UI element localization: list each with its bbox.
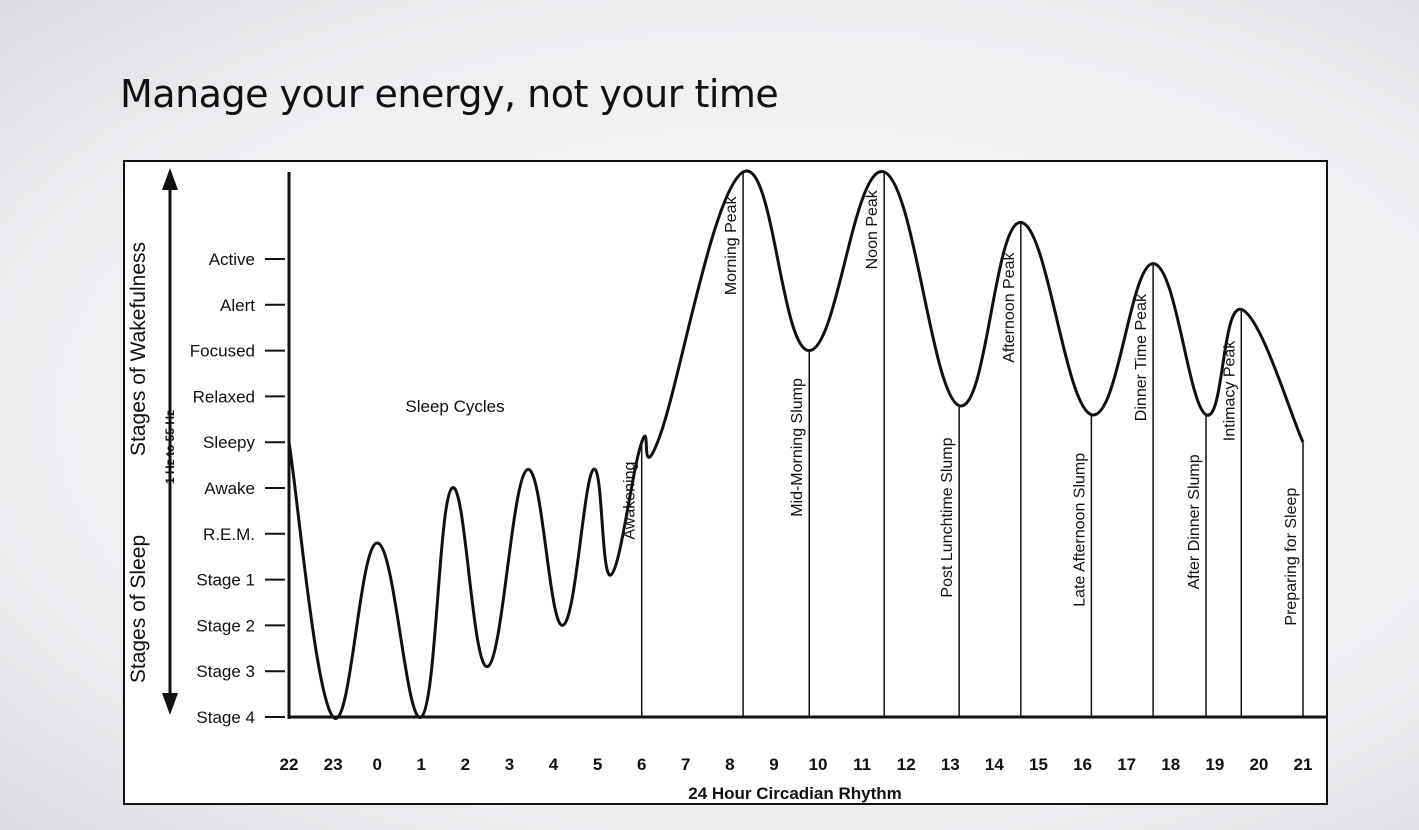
x-tick-label: 19 xyxy=(1205,755,1224,774)
annotation-label: Afternoon Peak xyxy=(1001,251,1018,362)
x-tick-label: 11 xyxy=(853,755,871,774)
x-tick-label: 14 xyxy=(985,755,1004,774)
x-tick-label: 8 xyxy=(725,755,734,774)
y-group-label-sleep: Stages of Sleep xyxy=(127,535,150,683)
slide-title: Manage your energy, not your time xyxy=(120,72,779,116)
sleep-cycles-label: Sleep Cycles xyxy=(405,397,504,416)
x-tick-label: 10 xyxy=(809,755,828,774)
x-tick-label: 23 xyxy=(324,755,343,774)
annotation-label: After Dinner Slump xyxy=(1186,454,1203,589)
x-tick-label: 7 xyxy=(681,755,690,774)
annotation-label: Mid-Morning Slump xyxy=(789,378,806,517)
x-axis-label: 24 Hour Circadian Rhythm xyxy=(688,784,902,803)
y-group-label-wakefulness: Stages of Wakefulness xyxy=(127,242,150,456)
y-tick-label: R.E.M. xyxy=(203,525,255,544)
x-tick-label: 15 xyxy=(1029,755,1048,774)
y-range-arrow-up xyxy=(162,168,178,190)
annotation-label: Awakening xyxy=(622,462,639,540)
x-tick-label: 16 xyxy=(1073,755,1092,774)
y-tick-label: Stage 2 xyxy=(196,616,255,635)
annotation-label: Intimacy Peak xyxy=(1221,340,1238,441)
x-tick-label: 5 xyxy=(593,755,602,774)
x-tick-label: 3 xyxy=(505,755,514,774)
x-tick-label: 18 xyxy=(1161,755,1180,774)
x-tick-label: 17 xyxy=(1117,755,1136,774)
y-tick-label: Stage 3 xyxy=(196,662,255,681)
x-tick-label: 13 xyxy=(941,755,960,774)
y-tick-label: Stage 1 xyxy=(196,571,255,590)
annotation-label: Noon Peak xyxy=(864,189,881,269)
annotation-label: Post Lunchtime Slump xyxy=(939,437,956,597)
x-tick-label: 9 xyxy=(769,755,778,774)
annotation-label: Late Afternoon Slump xyxy=(1071,453,1088,607)
annotation-label: Morning Peak xyxy=(723,195,740,295)
x-tick-label: 22 xyxy=(280,755,299,774)
y-tick-label: Awake xyxy=(204,479,255,498)
x-tick-label: 2 xyxy=(461,755,470,774)
y-tick-label: Active xyxy=(209,250,255,269)
x-tick-label: 21 xyxy=(1294,755,1313,774)
x-tick-label: 4 xyxy=(549,755,559,774)
energy-curve-line xyxy=(287,169,1305,720)
y-tick-label: Alert xyxy=(220,296,255,315)
x-tick-label: 6 xyxy=(637,755,646,774)
chart-frame: Stage 4 Stage 3 Stage 2 Stage 1 R.E.M. Awake S… xyxy=(123,160,1328,805)
y-tick-label: Relaxed xyxy=(193,387,255,406)
x-tick-label: 20 xyxy=(1249,755,1268,774)
y-range-arrow-down xyxy=(162,693,178,715)
y-tick-label: Focused xyxy=(190,342,255,361)
y-tick-label: Stage 4 xyxy=(196,708,255,727)
circadian-chart: Stage 4 Stage 3 Stage 2 Stage 1 R.E.M. Awake S… xyxy=(127,168,1326,803)
x-tick-label: 12 xyxy=(897,755,916,774)
y-tick-label: Sleepy xyxy=(203,433,255,452)
annotation-label: Dinner Time Peak xyxy=(1133,293,1150,421)
x-tick-label: 0 xyxy=(372,755,381,774)
y-frequency-label: 1 Hz to 55 Hz xyxy=(163,410,177,484)
annotation-label: Preparing for Sleep xyxy=(1283,488,1300,626)
x-tick-label: 1 xyxy=(417,755,426,774)
